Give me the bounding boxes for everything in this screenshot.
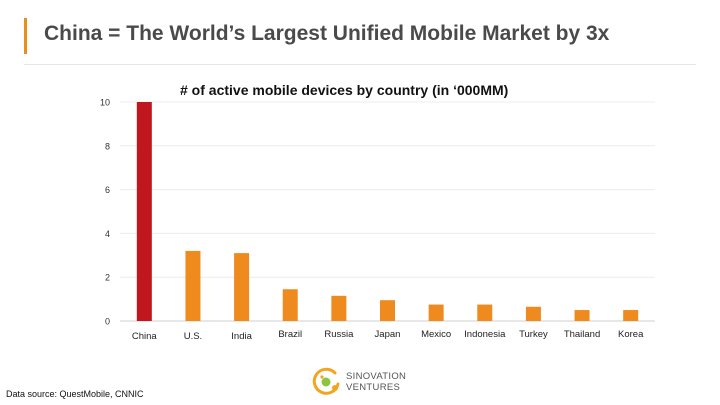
bar [282,289,298,321]
logo-line-2: VENTURES [346,382,401,393]
bar [623,310,639,321]
sinovation-logo-icon [312,367,340,395]
bar [331,295,347,321]
x-tick-label: Turkey [519,329,548,340]
bar [428,304,444,321]
x-tick-label: Mexico [421,329,451,340]
x-tick-label: Japan [375,329,401,340]
x-tick-label: India [231,331,252,342]
x-tick-label: U.S. [184,331,202,342]
bar [185,250,201,321]
x-tick-label: Korea [618,329,644,340]
logo-line-1: SINOVATION [346,371,407,382]
y-tick-label: 8 [105,141,110,151]
x-tick-label: China [132,331,158,342]
y-tick-label: 2 [105,273,110,283]
bar [380,300,395,321]
bar [136,102,152,321]
bar [525,306,541,321]
slide-title: China = The World’s Largest Unified Mobi… [44,22,610,45]
x-tick-label: Indonesia [464,329,506,340]
x-tick-label: Thailand [564,329,600,340]
y-tick-label: 6 [105,185,110,195]
data-source-note: Data source: QuestMobile, CNNIC [6,389,144,399]
bar [477,304,493,321]
bar [574,310,590,321]
bar [234,253,250,321]
y-tick-label: 10 [100,98,110,108]
y-tick-label: 0 [105,317,110,327]
chart-title: # of active mobile devices by country (i… [180,82,509,98]
x-tick-label: Brazil [278,329,302,340]
title-accent-bar [24,18,27,54]
sinovation-logo: SINOVATION VENTURES [309,364,429,398]
y-tick-label: 4 [105,229,110,239]
x-tick-label: Russia [324,329,354,340]
title-divider [24,64,696,65]
